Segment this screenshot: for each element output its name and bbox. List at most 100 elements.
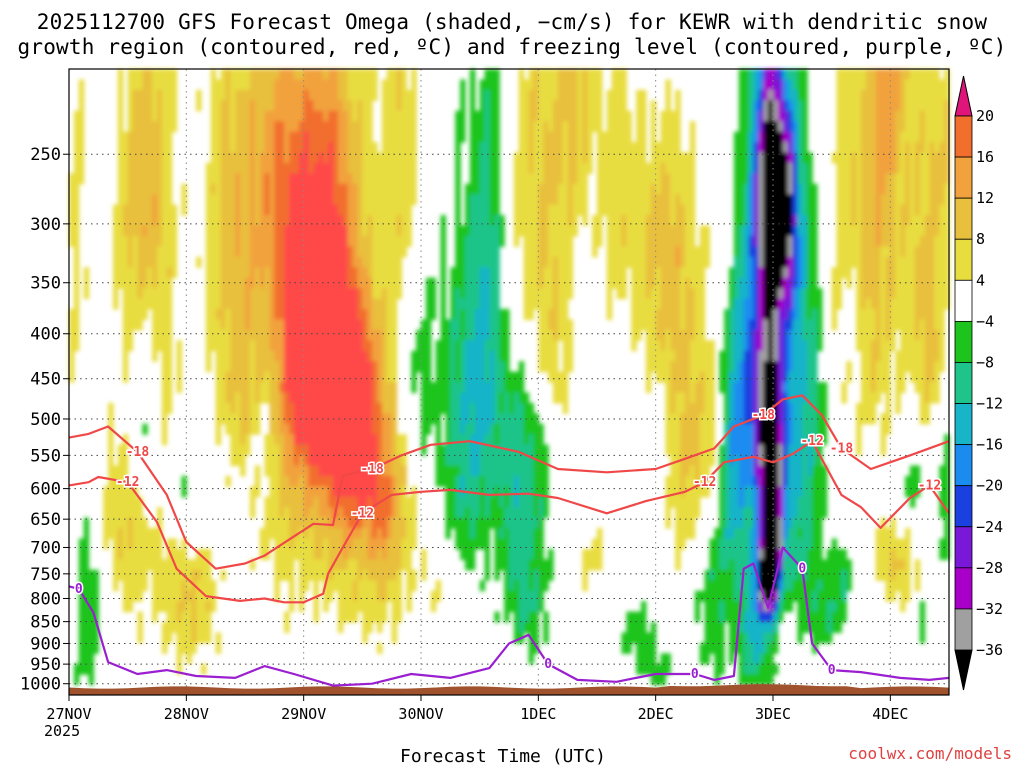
omega-cell [220,110,227,122]
omega-cell [142,131,148,143]
omega-cell [372,601,378,613]
omega-cell [127,308,134,320]
omega-cell [523,559,530,571]
omega-cell [680,350,686,362]
omega-cell [528,496,535,508]
omega-cell [763,183,769,195]
omega-cell [391,89,398,101]
omega-cell [553,246,559,258]
omega-cell [758,371,764,383]
omega-cell [733,601,740,613]
omega-cell [738,162,745,174]
omega-cell [161,277,168,289]
omega-cell [724,486,730,498]
omega-cell [357,350,363,362]
omega-cell [73,152,80,164]
omega-cell [176,371,183,383]
omega-cell [293,298,300,310]
omega-cell [333,517,339,529]
omega-cell [523,298,530,310]
omega-cell [215,79,222,91]
omega-cell [157,194,163,206]
omega-cell [768,100,774,112]
omega-cell [284,371,290,383]
omega-cell [641,653,647,665]
omega-cell [245,444,251,456]
omega-cell [166,277,173,289]
omega-cell [313,110,319,122]
omega-cell [318,392,324,404]
omega-cell [538,152,544,164]
omega-cell [724,371,730,383]
omega-cell [264,89,271,101]
omega-cell [729,486,735,498]
omega-cell [367,340,373,352]
omega-cell [362,215,368,227]
omega-cell [528,162,535,174]
omega-cell [611,121,618,133]
omega-cell [474,329,481,341]
omega-cell [137,152,143,164]
omega-cell [704,225,711,237]
omega-cell [592,225,598,237]
omega-cell [665,444,671,456]
omega-cell [704,486,711,498]
omega-cell [372,517,378,529]
omega-cell [225,215,231,227]
omega-cell [367,569,373,581]
omega-cell [494,277,500,289]
omega-cell [381,246,388,258]
omega-cell [699,642,706,654]
omega-cell [323,194,329,206]
omega-cell [396,455,403,467]
omega-cell [362,621,368,633]
omega-cell [152,277,158,289]
omega-cell [474,298,481,310]
omega-cell [611,69,618,81]
omega-cell [567,183,574,195]
omega-cell [763,507,769,519]
omega-cell [518,496,525,508]
omega-cell [279,89,285,101]
omega-cell [455,173,461,185]
omega-cell [83,663,90,675]
omega-cell [240,288,246,300]
omega-cell [685,162,691,174]
omega-cell [562,204,569,216]
omega-cell [460,528,466,540]
omega-cell [357,277,363,289]
omega-cell [132,298,139,310]
omega-cell [323,131,329,143]
omega-cell [738,632,745,644]
omega-cell [220,225,227,237]
omega-cell [650,288,657,300]
omega-cell [372,486,378,498]
omega-cell [729,642,735,654]
omega-cell [435,434,442,446]
omega-cell [352,100,359,112]
omega-cell [763,590,769,602]
omega-cell [626,194,632,206]
omega-cell [421,361,427,373]
omega-cell [616,246,623,258]
omega-cell [93,621,99,633]
omega-cell [469,402,476,414]
omega-cell [743,361,750,373]
omega-cell [323,455,329,467]
omega-cell [347,152,354,164]
omega-cell [655,371,662,383]
omega-cell [494,413,500,425]
omega-cell [284,173,290,185]
omega-cell [689,496,696,508]
omega-cell [748,642,755,654]
omega-cell [122,162,129,174]
omega-cell [660,110,667,122]
omega-cell [347,434,354,446]
omega-cell [69,371,75,383]
omega-cell [142,152,148,164]
omega-cell [675,434,681,446]
omega-cell [337,538,344,550]
omega-cell [499,507,505,519]
omega-cell [196,559,202,571]
omega-cell [386,580,393,592]
